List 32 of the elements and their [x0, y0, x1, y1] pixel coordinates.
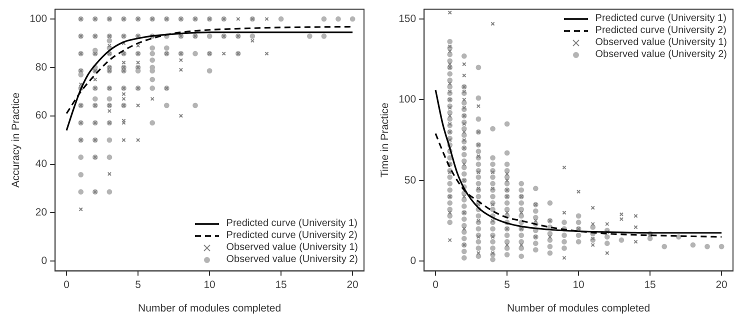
y-tick-label: 0 — [410, 255, 416, 268]
x-tick-label: 5 — [135, 278, 142, 291]
y-tick-label: 20 — [35, 206, 48, 219]
y-tick-label: 0 — [41, 255, 48, 268]
y-tick-label: 40 — [35, 158, 48, 170]
legend-label: Predicted curve (University 1) — [595, 13, 726, 26]
x-tick-label: 0 — [64, 278, 70, 291]
x-tick-label: 0 — [432, 278, 439, 291]
y-axis-title: Time in Practice — [379, 102, 392, 178]
y-tick-label: 100 — [30, 12, 48, 25]
y-tick-label: 60 — [35, 110, 48, 122]
x-tick-label: 15 — [644, 278, 656, 291]
y-tick-label: 50 — [404, 174, 416, 186]
legend-label: Observed value (University 2) — [226, 254, 358, 266]
y-tick-label: 100 — [398, 94, 416, 106]
x-tick-label: 10 — [572, 278, 585, 291]
legend-label: Predicted curve (University 2) — [595, 25, 726, 38]
x-tick-label: 20 — [346, 278, 359, 291]
x-tick-label: 20 — [716, 278, 728, 291]
x-tick-label: 10 — [204, 278, 216, 291]
legend-label: Predicted curve (University 2) — [226, 230, 358, 242]
x-tick-label: 15 — [275, 278, 288, 291]
x-axis-title: Number of modules completed — [507, 302, 650, 315]
legend-label: Observed value (University 1) — [226, 242, 358, 254]
x-tick-label: 5 — [504, 278, 510, 291]
y-tick-label: 150 — [398, 12, 416, 25]
y-axis-title: Accuracy in Practice — [10, 92, 22, 188]
y-tick-label: 80 — [35, 61, 48, 74]
legend-label: Observed value (University 2) — [595, 49, 727, 62]
legend-label: Predicted curve (University 1) — [226, 218, 358, 230]
legend-label: Observed value (University 1) — [595, 37, 727, 50]
x-axis-title: Number of modules completed — [138, 302, 282, 315]
